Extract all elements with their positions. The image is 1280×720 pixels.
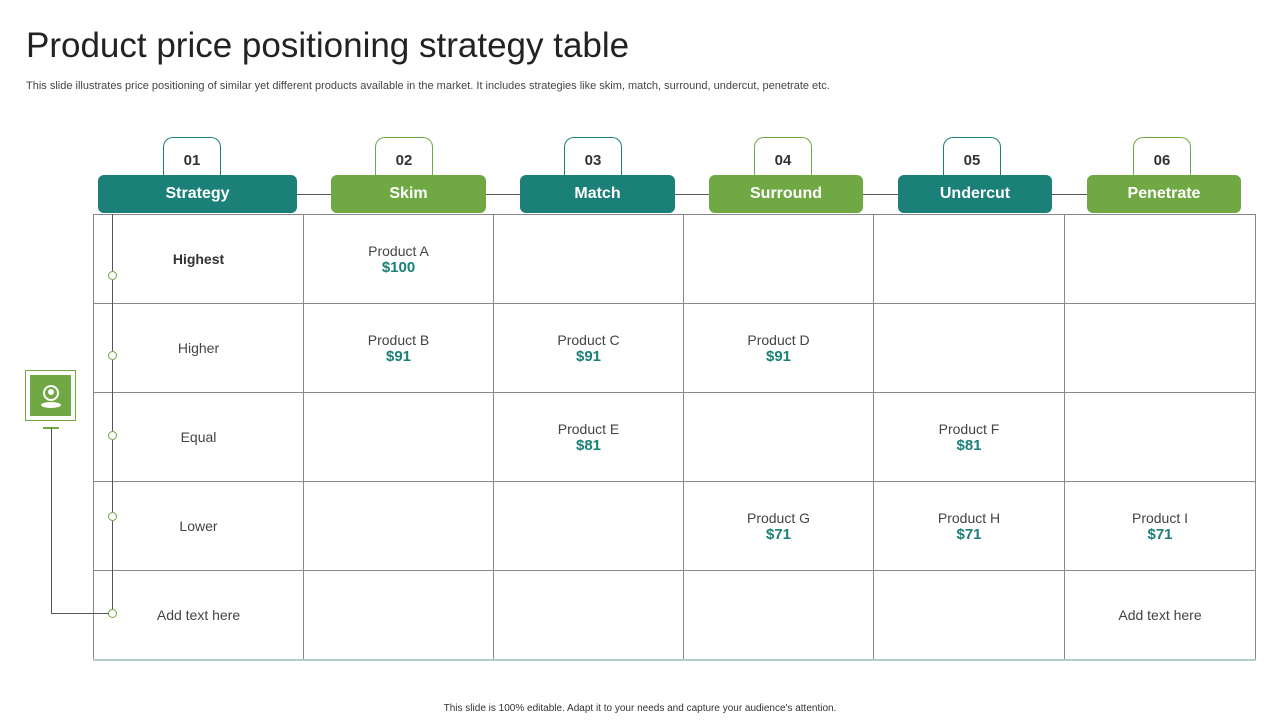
table-row: Highest Product A $100	[93, 214, 1256, 304]
table-cell	[1064, 214, 1256, 304]
product-price: $81	[575, 436, 602, 454]
row-marker-dot	[108, 431, 117, 440]
product-name: Product G	[746, 509, 811, 526]
table-row: Add text here Add text here	[93, 570, 1256, 660]
column-header-match: Match	[520, 175, 675, 213]
table-cell	[873, 570, 1065, 660]
row-label-text: Lower	[179, 518, 218, 534]
product-price: $71	[1147, 525, 1173, 543]
row-marker-dot	[108, 351, 117, 360]
product-name: Product D	[747, 331, 810, 348]
product-name: Product E	[557, 420, 620, 437]
column-number-tab: 05	[943, 137, 1001, 177]
table-row: Lower Product G $71 Product H $71 Product I $7…	[93, 481, 1256, 571]
column-header-strategy: Strategy	[98, 175, 297, 213]
product-name: Product I	[1131, 509, 1189, 526]
row-label: Lower	[93, 481, 304, 571]
column-header-undercut: Undercut	[898, 175, 1052, 213]
icon-connector-line	[51, 613, 109, 614]
table-cell: Product B $91	[303, 303, 494, 393]
product-name: Product B	[367, 331, 430, 348]
column-number-tab: 03	[564, 137, 622, 177]
product-name: Product H	[937, 509, 1001, 526]
column-number-tab: 01	[163, 137, 221, 177]
product-name: Product A	[368, 242, 429, 259]
table-cell	[493, 570, 684, 660]
product-price: $71	[765, 525, 792, 543]
table-cell	[873, 214, 1065, 304]
table-cell: Product I $71	[1064, 481, 1256, 571]
product-price: $91	[385, 347, 412, 365]
column-number-tab: 04	[754, 137, 812, 177]
table-cell: Product F $81	[873, 392, 1065, 482]
product-price: $91	[575, 347, 602, 365]
table-cell	[1064, 392, 1256, 482]
table-cell: Product H $71	[873, 481, 1065, 571]
row-label: Equal	[93, 392, 304, 482]
table-cell	[1064, 303, 1256, 393]
user-location-icon	[25, 370, 76, 421]
page-subtitle: This slide illustrates price positioning…	[26, 80, 830, 92]
product-name: Product F	[938, 420, 1000, 437]
table-cell	[683, 570, 874, 660]
table-cell	[683, 392, 874, 482]
row-label: Highest	[93, 214, 304, 304]
row-marker-dot	[108, 271, 117, 280]
row-label: Add text here	[93, 570, 304, 660]
product-name: Add text here	[1118, 606, 1202, 623]
table-cell	[493, 481, 684, 571]
row-label-text: Equal	[180, 429, 217, 445]
table-cell	[303, 570, 494, 660]
product-price: $71	[956, 525, 982, 543]
header-connector-line	[297, 194, 1087, 195]
product-price: $100	[381, 258, 416, 276]
table-cell: Add text here	[1064, 570, 1256, 660]
table-cell	[493, 214, 684, 304]
row-label-text: Add text here	[156, 606, 241, 623]
table-cell	[303, 392, 494, 482]
row-connector-line	[112, 214, 113, 614]
table-cell: Product C $91	[493, 303, 684, 393]
column-header-surround: Surround	[709, 175, 863, 213]
row-label: Higher	[93, 303, 304, 393]
table-row: Equal Product E $81 Product F $81	[93, 392, 1256, 482]
row-marker-dot	[108, 512, 117, 521]
row-label-text: Highest	[172, 251, 225, 267]
page-title: Product price positioning strategy table	[26, 26, 630, 65]
product-price: $81	[956, 436, 982, 454]
table-row: Higher Product B $91 Product C $91 Product D $…	[93, 303, 1256, 393]
table-cell	[683, 214, 874, 304]
table-cell: Product D $91	[683, 303, 874, 393]
column-header-skim: Skim	[331, 175, 486, 213]
row-label-text: Higher	[177, 340, 220, 356]
strategy-table: Highest Product A $100 Higher Product B $91 Pr…	[93, 214, 1256, 661]
column-number-tab: 02	[375, 137, 433, 177]
table-cell	[303, 481, 494, 571]
table-cell: Product E $81	[493, 392, 684, 482]
icon-connector-line	[51, 428, 52, 614]
table-cell	[873, 303, 1065, 393]
table-cell: Product A $100	[303, 214, 494, 304]
column-number-tab: 06	[1133, 137, 1191, 177]
row-marker-dot	[108, 609, 117, 618]
product-price: $91	[765, 347, 792, 365]
footer-note: This slide is 100% editable. Adapt it to…	[443, 703, 837, 714]
column-header-penetrate: Penetrate	[1087, 175, 1241, 213]
table-cell: Product G $71	[683, 481, 874, 571]
product-name: Product C	[557, 331, 620, 348]
